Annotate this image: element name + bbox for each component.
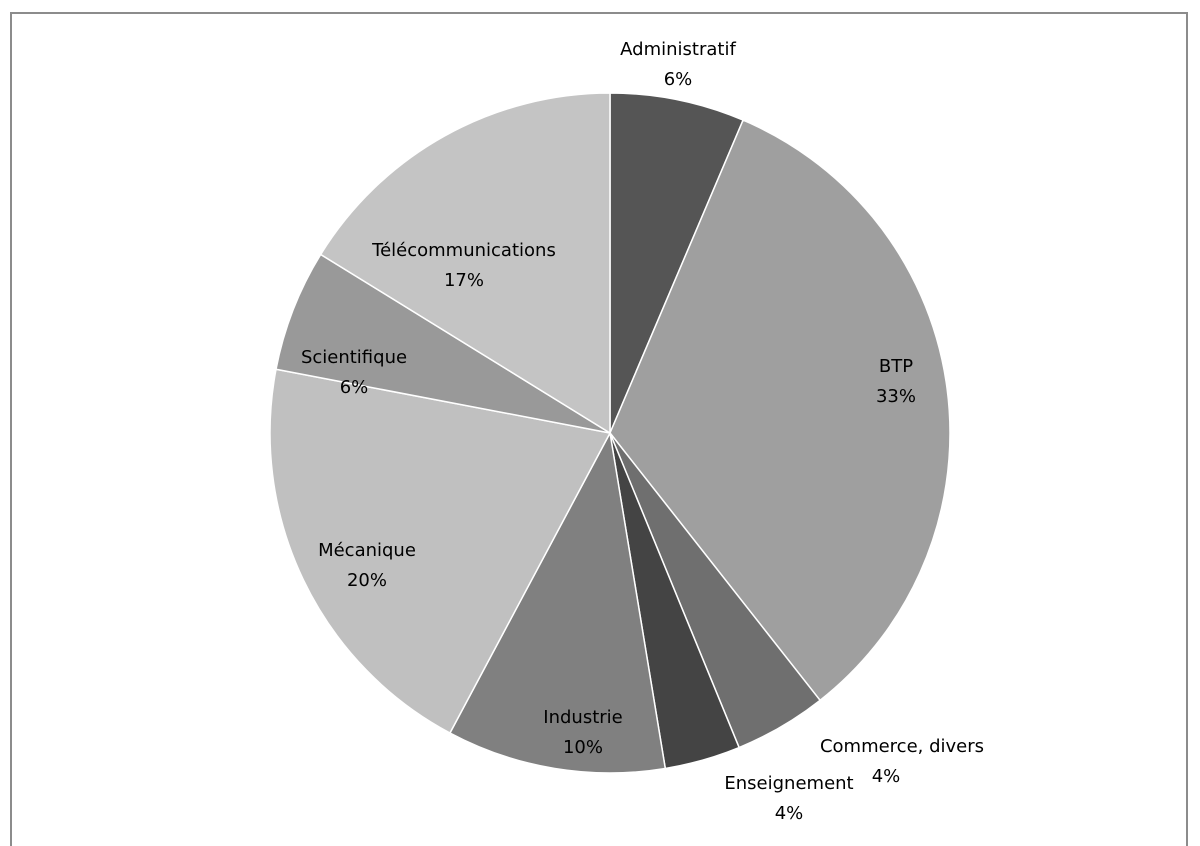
slice-percent-administratif: 6% xyxy=(664,69,693,90)
pie-labels: Administratif 6% BTP 33% Commerce, divers 4% E… xyxy=(301,39,984,824)
slice-percent-mecanique: 20% xyxy=(347,570,387,591)
slice-percent-enseignement: 4% xyxy=(775,803,804,824)
slice-percent-btp: 33% xyxy=(876,386,916,407)
slice-label-industrie: Industrie xyxy=(543,707,622,728)
slice-label-administratif: Administratif xyxy=(620,39,736,60)
pie-slice-scientifique xyxy=(275,253,611,434)
slice-label-enseignement: Enseignement xyxy=(724,773,853,794)
slice-percent-scientifique: 6% xyxy=(340,377,369,398)
pie-slice-mecanique xyxy=(269,368,612,734)
slice-label-btp: BTP xyxy=(879,356,913,377)
pie-slice-btp xyxy=(609,119,951,702)
pie-slice-telecommunications xyxy=(319,92,611,435)
slice-label-commerce-divers: Commerce, divers xyxy=(820,736,984,757)
pie-slices xyxy=(269,92,951,774)
pie-slice-administratif xyxy=(609,92,745,434)
slice-label-mecanique: Mécanique xyxy=(318,540,416,561)
slice-percent-telecommunications: 17% xyxy=(444,270,484,291)
slice-label-telecommunications: Télécommunications xyxy=(371,240,556,261)
slice-percent-industrie: 10% xyxy=(563,737,603,758)
pie-slice-industrie xyxy=(448,430,667,774)
slice-label-scientifique: Scientifique xyxy=(301,347,407,368)
slice-percent-commerce-divers: 4% xyxy=(872,766,901,787)
